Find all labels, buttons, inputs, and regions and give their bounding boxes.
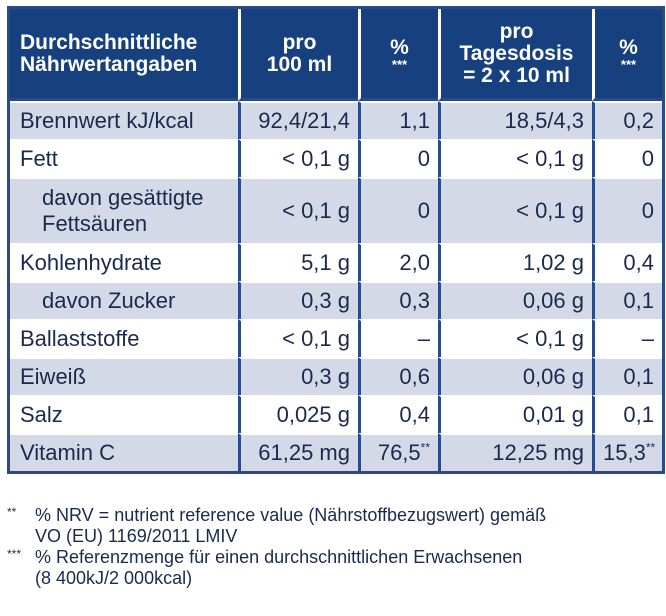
nutrient-name: Fett <box>10 139 238 177</box>
footnote-text: % NRV = nutrient reference value (Nährst… <box>35 505 547 525</box>
percent-per-100ml: 0,3 <box>358 281 438 319</box>
nutrition-table: Durchschnittliche Nährwertangaben pro 10… <box>7 6 665 474</box>
table-row: Kohlenhydrate 5,1 g 2,0 1,02 g 0,4 <box>10 243 662 281</box>
nutrient-name: davon gesättigte Fettsäuren <box>10 177 238 243</box>
footnote-text: (8 400kJ/2 000kcal) <box>35 568 193 588</box>
footnote-mark: ** <box>645 440 656 455</box>
table-row: Vitamin C 61,25 mg 76,5** 12,25 mg 15,3** <box>10 433 662 471</box>
header-percent-2: % *** <box>592 9 662 101</box>
percent-per-100ml: – <box>358 319 438 357</box>
percent-per-100ml: 0,6 <box>358 357 438 395</box>
header-footnote-mark: *** <box>620 56 637 72</box>
nutrient-name: Kohlenhydrate <box>10 243 238 281</box>
percent-per-dose: – <box>592 319 662 357</box>
value-per-100ml: < 0,1 g <box>238 177 358 243</box>
value-per-dose: 12,25 mg <box>438 433 592 471</box>
footnote-text: VO (EU) 1169/2011 LMIV <box>35 526 238 546</box>
percent-per-dose: 0 <box>592 177 662 243</box>
footnotes: ** % NRV = nutrient reference value (Nähr… <box>7 505 659 589</box>
header-percent-1: % *** <box>358 9 438 101</box>
percent-per-dose: 0,4 <box>592 243 662 281</box>
header-footnote-mark: *** <box>391 56 408 72</box>
footnote-marker: *** <box>7 547 22 561</box>
percent-per-100ml: 1,1 <box>358 101 438 139</box>
value-per-dose: 0,01 g <box>438 395 592 433</box>
table-row: Eiweiß 0,3 g 0,6 0,06 g 0,1 <box>10 357 662 395</box>
percent-per-dose: 0,1 <box>592 357 662 395</box>
percent-per-dose: 0 <box>592 139 662 177</box>
percent-per-100ml: 0 <box>358 177 438 243</box>
table-row: davon Zucker 0,3 g 0,3 0,06 g 0,1 <box>10 281 662 319</box>
value-per-100ml: < 0,1 g <box>238 139 358 177</box>
nutrient-name: Vitamin C <box>10 433 238 471</box>
percent-per-dose: 0,1 <box>592 395 662 433</box>
value-per-100ml: 5,1 g <box>238 243 358 281</box>
value-per-dose: < 0,1 g <box>438 319 592 357</box>
nutrient-name: Eiweiß <box>10 357 238 395</box>
value-per-100ml: 61,25 mg <box>238 433 358 471</box>
percent-per-100ml: 0 <box>358 139 438 177</box>
footnote: ** % NRV = nutrient reference value (Nähr… <box>7 505 659 547</box>
footnote: *** % Referenzmenge für einen durchschnit… <box>7 547 659 589</box>
header-per-dose: pro Tagesdosis = 2 x 10 ml <box>438 9 592 101</box>
table-row: davon gesättigte Fettsäuren < 0,1 g 0 < 0,1 … <box>10 177 662 243</box>
header-per-100ml: pro 100 ml <box>238 9 358 101</box>
table-row: Ballaststoffe < 0,1 g – < 0,1 g – <box>10 319 662 357</box>
value-per-dose: 0,06 g <box>438 357 592 395</box>
percent-per-dose: 0,2 <box>592 101 662 139</box>
value-per-dose: < 0,1 g <box>438 177 592 243</box>
nutrient-name: Salz <box>10 395 238 433</box>
value-per-dose: 18,5/4,3 <box>438 101 592 139</box>
percent-per-dose: 0,1 <box>592 281 662 319</box>
percent-per-dose: 15,3** <box>592 433 662 471</box>
value-per-dose: < 0,1 g <box>438 139 592 177</box>
value-per-dose: 0,06 g <box>438 281 592 319</box>
footnote-marker: ** <box>7 505 17 519</box>
value-per-dose: 1,02 g <box>438 243 592 281</box>
footnote-text: % Referenzmenge für einen durchschnittli… <box>35 547 523 567</box>
nutrient-name: Ballaststoffe <box>10 319 238 357</box>
percent-per-100ml: 0,4 <box>358 395 438 433</box>
value-per-100ml: 0,3 g <box>238 357 358 395</box>
header-nutrient: Durchschnittliche Nährwertangaben <box>10 9 238 101</box>
value-per-100ml: 0,3 g <box>238 281 358 319</box>
table-body: Brennwert kJ/kcal 92,4/21,4 1,1 18,5/4,3 0,2… <box>10 101 662 471</box>
value-per-100ml: 92,4/21,4 <box>238 101 358 139</box>
footnote-mark: ** <box>420 440 430 455</box>
table-row: Salz 0,025 g 0,4 0,01 g 0,1 <box>10 395 662 433</box>
header-row: Durchschnittliche Nährwertangaben pro 10… <box>10 9 662 101</box>
percent-per-100ml: 76,5** <box>358 433 438 471</box>
nutrient-name: Brennwert kJ/kcal <box>10 101 238 139</box>
percent-per-100ml: 2,0 <box>358 243 438 281</box>
value-per-100ml: < 0,1 g <box>238 319 358 357</box>
nutrient-name: davon Zucker <box>10 281 238 319</box>
value-per-100ml: 0,025 g <box>238 395 358 433</box>
table-row: Brennwert kJ/kcal 92,4/21,4 1,1 18,5/4,3 0,2 <box>10 101 662 139</box>
